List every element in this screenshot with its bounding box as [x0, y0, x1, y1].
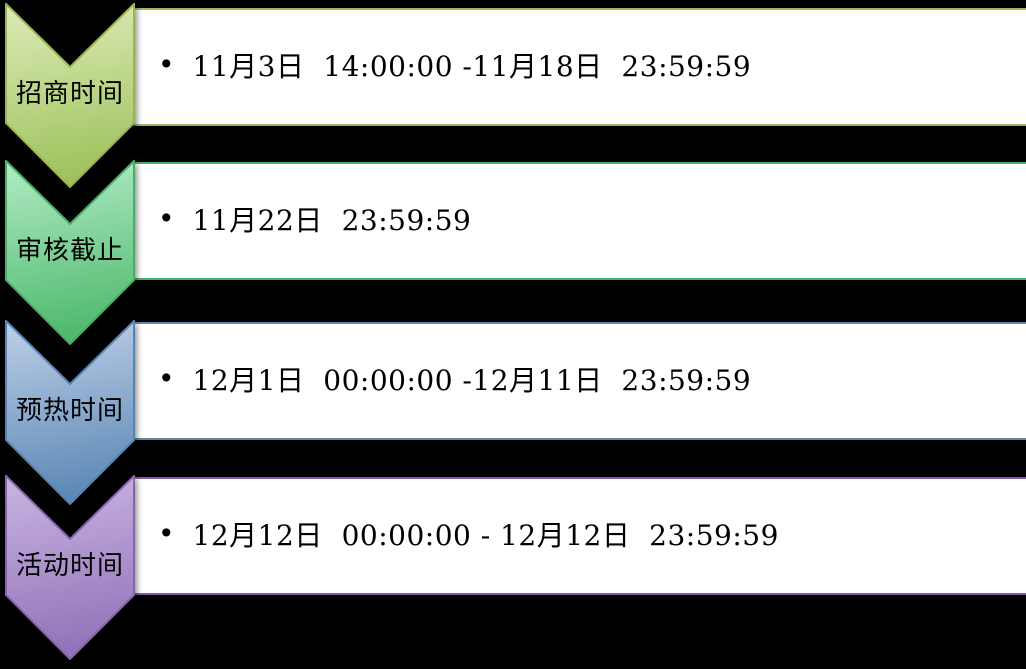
chevron-stage-event: 活动时间	[5, 475, 135, 660]
warmup-date-range: 12月1日 00:00:00 -12月11日 23:59:59	[192, 364, 752, 398]
info-box-recruit: • 11月3日 14:00:00 -11月18日 23:59:59	[130, 8, 1026, 126]
bullet-icon: •	[158, 517, 175, 550]
down-chevron-icon	[5, 320, 135, 505]
chevron-stage-review: 审核截止	[5, 160, 135, 345]
chevron-stage-recruit: 招商时间	[5, 3, 135, 188]
recruit-date-range: 11月3日 14:00:00 -11月18日 23:59:59	[192, 50, 752, 84]
stage-label-review: 审核截止	[15, 236, 124, 266]
bullet-icon: •	[158, 48, 175, 81]
event-date-range: 12月12日 00:00:00 - 12月12日 23:59:59	[192, 519, 779, 553]
down-chevron-icon	[5, 160, 135, 345]
bullet-icon: •	[158, 202, 175, 235]
stage-label-warmup: 预热时间	[15, 396, 124, 426]
info-box-event: • 12月12日 00:00:00 - 12月12日 23:59:59	[130, 477, 1026, 595]
info-box-warmup: • 12月1日 00:00:00 -12月11日 23:59:59	[130, 322, 1026, 440]
bullet-icon: •	[158, 362, 175, 395]
info-box-review: • 11月22日 23:59:59	[130, 162, 1026, 280]
stage-label-event: 活动时间	[15, 551, 124, 581]
chevron-stage-warmup: 预热时间	[5, 320, 135, 505]
stage-label-recruit: 招商时间	[15, 79, 124, 109]
down-chevron-icon	[5, 475, 135, 660]
down-chevron-icon	[5, 3, 135, 188]
review-deadline: 11月22日 23:59:59	[192, 204, 472, 238]
